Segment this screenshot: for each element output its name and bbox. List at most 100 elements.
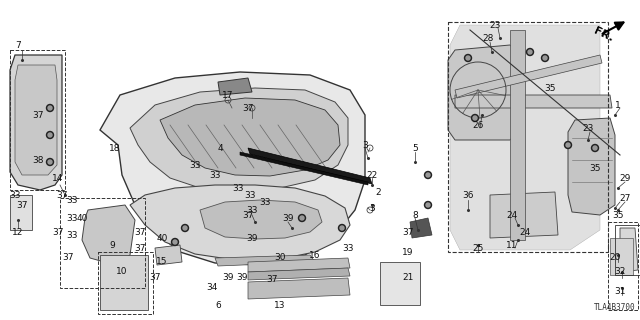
Text: 6: 6 — [215, 300, 221, 309]
Text: 37: 37 — [32, 110, 44, 119]
Text: 21: 21 — [403, 274, 413, 283]
Text: 24: 24 — [520, 228, 531, 236]
Text: 37: 37 — [266, 276, 278, 284]
Text: 33: 33 — [232, 183, 244, 193]
Text: 28: 28 — [483, 34, 493, 43]
Text: 24: 24 — [506, 211, 518, 220]
Polygon shape — [380, 262, 420, 305]
Circle shape — [47, 105, 54, 111]
Text: 29: 29 — [620, 173, 630, 182]
Circle shape — [300, 216, 304, 220]
Circle shape — [48, 160, 52, 164]
Text: 37: 37 — [16, 201, 28, 210]
Polygon shape — [490, 192, 558, 238]
Polygon shape — [620, 228, 638, 272]
Circle shape — [340, 226, 344, 230]
Text: 15: 15 — [156, 258, 168, 267]
Text: 22: 22 — [366, 171, 378, 180]
Text: 2: 2 — [375, 188, 381, 196]
Circle shape — [47, 158, 54, 165]
Text: 17: 17 — [222, 91, 234, 100]
Circle shape — [564, 141, 572, 148]
Text: 31: 31 — [614, 287, 626, 297]
Text: 7: 7 — [15, 41, 21, 50]
Text: 16: 16 — [309, 251, 321, 260]
Text: 13: 13 — [275, 300, 285, 309]
Text: 35: 35 — [612, 211, 624, 220]
Circle shape — [528, 50, 532, 54]
Text: 8: 8 — [412, 211, 418, 220]
Text: 32: 32 — [614, 268, 626, 276]
Text: 33: 33 — [189, 161, 201, 170]
Text: 39: 39 — [282, 213, 294, 222]
Circle shape — [466, 56, 470, 60]
Text: 40: 40 — [76, 213, 88, 222]
Polygon shape — [248, 258, 350, 272]
Text: 39: 39 — [246, 234, 258, 243]
Circle shape — [48, 106, 52, 110]
Polygon shape — [568, 118, 615, 215]
Text: 35: 35 — [589, 164, 601, 172]
Circle shape — [424, 202, 431, 209]
Text: 33: 33 — [246, 205, 258, 214]
Bar — [615, 225, 640, 275]
Polygon shape — [200, 200, 322, 239]
Circle shape — [172, 238, 179, 245]
Text: 19: 19 — [403, 247, 413, 257]
Text: 9: 9 — [109, 241, 115, 250]
Text: 37: 37 — [56, 190, 68, 199]
Circle shape — [465, 54, 472, 61]
Circle shape — [47, 132, 54, 139]
Text: 40: 40 — [156, 234, 168, 243]
Text: 33: 33 — [67, 213, 77, 222]
Text: 1: 1 — [615, 100, 621, 109]
Circle shape — [48, 133, 52, 137]
Text: 25: 25 — [472, 244, 484, 252]
Polygon shape — [82, 205, 135, 265]
Text: 35: 35 — [544, 84, 556, 92]
Text: 33: 33 — [342, 244, 354, 252]
Bar — [10, 50, 65, 190]
Circle shape — [543, 56, 547, 60]
Circle shape — [593, 146, 597, 150]
Circle shape — [182, 225, 189, 231]
Polygon shape — [450, 25, 600, 250]
Text: 11: 11 — [506, 241, 518, 250]
Polygon shape — [100, 255, 148, 310]
Circle shape — [339, 225, 346, 231]
Text: 33: 33 — [244, 190, 256, 199]
Text: 37: 37 — [403, 228, 413, 236]
Text: 26: 26 — [472, 121, 484, 130]
Text: 37: 37 — [134, 244, 146, 252]
Polygon shape — [240, 152, 368, 185]
Circle shape — [424, 172, 431, 179]
Text: 3: 3 — [369, 204, 375, 212]
Text: 39: 39 — [236, 274, 248, 283]
Text: 20: 20 — [609, 253, 621, 262]
Text: 37: 37 — [52, 228, 64, 236]
Text: 18: 18 — [109, 143, 121, 153]
Text: 36: 36 — [462, 190, 474, 199]
Polygon shape — [15, 65, 57, 175]
Text: 23: 23 — [582, 124, 594, 132]
Polygon shape — [215, 255, 315, 266]
Text: 39: 39 — [222, 274, 234, 283]
Text: 37: 37 — [243, 211, 253, 220]
Text: 37: 37 — [134, 228, 146, 236]
Polygon shape — [410, 218, 432, 238]
Polygon shape — [610, 238, 633, 275]
Bar — [448, 22, 608, 252]
Bar — [60, 198, 145, 288]
Circle shape — [298, 214, 305, 221]
Text: 12: 12 — [12, 228, 24, 236]
Bar — [608, 222, 638, 310]
Text: 23: 23 — [490, 20, 500, 29]
Text: TLA4B3700: TLA4B3700 — [593, 303, 635, 312]
Text: 30: 30 — [275, 253, 285, 262]
Text: 33: 33 — [67, 230, 77, 239]
Text: 34: 34 — [206, 284, 218, 292]
Circle shape — [591, 145, 598, 151]
Text: 10: 10 — [116, 268, 128, 276]
Text: 38: 38 — [32, 156, 44, 164]
Polygon shape — [455, 95, 612, 108]
